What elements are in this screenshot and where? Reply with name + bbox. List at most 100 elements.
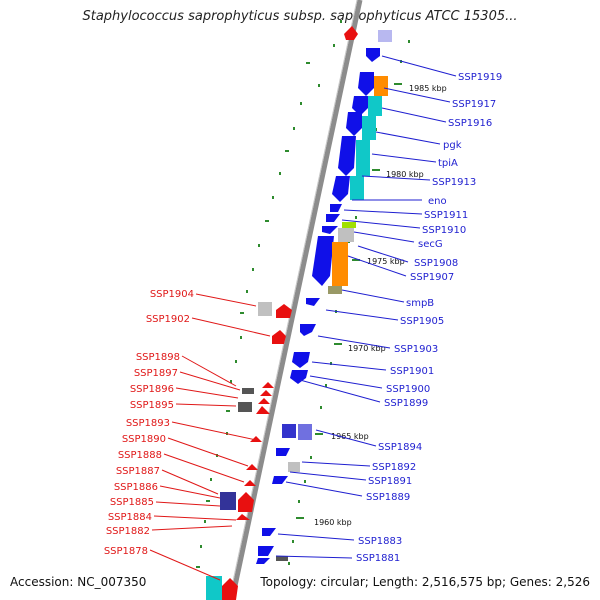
gene-label: SSP1901 bbox=[390, 366, 434, 377]
rrna-block bbox=[368, 96, 382, 116]
gene-arrow-forward bbox=[256, 558, 270, 564]
gene-arrow-forward bbox=[332, 176, 350, 202]
gene-label: SSP1900 bbox=[386, 384, 430, 395]
gene-label: SSP1899 bbox=[384, 398, 428, 409]
rrna-block bbox=[350, 176, 364, 200]
gene-label: smpB bbox=[406, 298, 434, 309]
gene-arrow-forward bbox=[292, 352, 310, 368]
gene-label: SSP1884 bbox=[108, 512, 152, 523]
gene-arrow-reverse bbox=[344, 26, 358, 40]
gene-label: SSP1911 bbox=[424, 210, 468, 221]
gene-box-reverse bbox=[276, 556, 288, 561]
gene-arrow-forward bbox=[306, 298, 320, 306]
gene-box-reverse bbox=[238, 402, 252, 412]
gene-arrow-forward bbox=[262, 528, 276, 536]
rrna-block bbox=[356, 140, 370, 176]
trna-block bbox=[342, 222, 356, 228]
gene-label: tpiA bbox=[438, 158, 458, 169]
gene-box-reverse bbox=[258, 302, 272, 316]
gene-label: SSP1891 bbox=[368, 476, 412, 487]
trna-block bbox=[374, 76, 388, 96]
gene-arrow-reverse bbox=[246, 464, 258, 470]
gene-box-forward bbox=[282, 424, 296, 438]
gene-box-reverse bbox=[242, 388, 254, 394]
forward-genes bbox=[256, 48, 380, 564]
gene-label: SSP1892 bbox=[372, 462, 416, 473]
gene-arrow-forward bbox=[326, 214, 340, 222]
rna-genes bbox=[206, 76, 388, 600]
gene-label: SSP1917 bbox=[452, 99, 496, 110]
gene-label: secG bbox=[418, 239, 443, 250]
gene-arrow-forward bbox=[272, 476, 288, 484]
gene-arrow-reverse bbox=[250, 436, 262, 442]
gene-label: SSP1889 bbox=[366, 492, 410, 503]
right-labels: SSP1919 SSP1917 SSP1916 pgk tpiA SSP1913… bbox=[356, 72, 502, 564]
gene-label: SSP1908 bbox=[414, 258, 458, 269]
trna-block bbox=[328, 286, 342, 294]
gene-label: SSP1895 bbox=[130, 400, 174, 411]
gene-label: SSP1878 bbox=[104, 546, 148, 557]
gene-arrow-forward bbox=[290, 370, 308, 384]
kbp-label: 1980 kbp bbox=[386, 170, 424, 179]
gene-arrow-forward bbox=[312, 236, 334, 286]
gene-label: SSP1897 bbox=[134, 368, 178, 379]
gene-label: pgk bbox=[443, 140, 462, 151]
reverse-genes bbox=[220, 26, 358, 600]
gene-arrow-forward bbox=[276, 448, 290, 456]
trna-block bbox=[338, 228, 354, 242]
gene-arrow-reverse bbox=[244, 480, 256, 486]
rrna-block bbox=[362, 116, 376, 140]
gene-arrow-forward bbox=[366, 48, 380, 62]
gene-arrow-reverse bbox=[276, 304, 292, 318]
kbp-label: 1985 kbp bbox=[409, 84, 447, 93]
map-title: Staphylococcus saprophyticus subsp. sapr… bbox=[82, 9, 518, 24]
gene-box-forward bbox=[378, 30, 392, 42]
gene-label: SSP1882 bbox=[106, 526, 150, 537]
gene-label: SSP1902 bbox=[146, 314, 190, 325]
gene-arrow-reverse bbox=[256, 406, 270, 414]
gene-box-reverse bbox=[220, 492, 236, 510]
gene-label: SSP1896 bbox=[130, 384, 174, 395]
gene-box-forward bbox=[298, 424, 312, 440]
gene-label: SSP1903 bbox=[394, 344, 438, 355]
gene-label: SSP1883 bbox=[358, 536, 402, 547]
gene-arrow-reverse bbox=[272, 330, 286, 344]
gene-arrow-forward bbox=[258, 546, 274, 556]
gene-label: SSP1919 bbox=[458, 72, 502, 83]
gene-arrow-reverse bbox=[236, 514, 250, 520]
gene-label: SSP1913 bbox=[432, 177, 476, 188]
gene-label: SSP1886 bbox=[114, 482, 158, 493]
gene-label: SSP1887 bbox=[116, 466, 160, 477]
gene-arrow-forward bbox=[322, 226, 338, 234]
gene-arrow-forward bbox=[300, 324, 316, 336]
left-leaders bbox=[149, 293, 271, 581]
kbp-label: 1975 kbp bbox=[367, 257, 405, 266]
gene-label: SSP1898 bbox=[136, 352, 180, 363]
accession-text: Accession: NC_007350 bbox=[10, 575, 147, 589]
gene-label: SSP1885 bbox=[110, 497, 154, 508]
rrna-block bbox=[206, 576, 222, 600]
gene-label: SSP1888 bbox=[118, 450, 162, 461]
right-leaders bbox=[275, 55, 457, 559]
gene-arrow-reverse bbox=[222, 578, 238, 600]
kbp-label: 1965 kbp bbox=[331, 432, 369, 441]
gene-box-reverse bbox=[288, 462, 300, 472]
gene-arrow-reverse bbox=[258, 398, 270, 404]
gene-arrow-forward bbox=[346, 112, 362, 136]
gene-label: SSP1890 bbox=[122, 434, 166, 445]
gene-label: SSP1916 bbox=[448, 118, 492, 129]
gene-arrow-forward bbox=[352, 96, 368, 116]
minor-ticks-left bbox=[196, 20, 342, 568]
gene-arrow-forward bbox=[358, 72, 374, 96]
gene-label: SSP1907 bbox=[410, 272, 454, 283]
gene-arrow-forward bbox=[338, 136, 356, 176]
gene-label: SSP1910 bbox=[422, 225, 466, 236]
gene-label: SSP1904 bbox=[150, 289, 194, 300]
gene-label: SSP1881 bbox=[356, 553, 400, 564]
topology-text: Topology: circular; Length: 2,516,575 bp… bbox=[260, 575, 590, 589]
kbp-label: 1960 kbp bbox=[314, 518, 352, 527]
gene-label: SSP1894 bbox=[378, 442, 422, 453]
gene-label: SSP1893 bbox=[126, 418, 170, 429]
left-labels: SSP1904 SSP1902 SSP1898 SSP1897 SSP1896 … bbox=[104, 289, 194, 557]
gene-arrow-reverse bbox=[262, 382, 274, 388]
